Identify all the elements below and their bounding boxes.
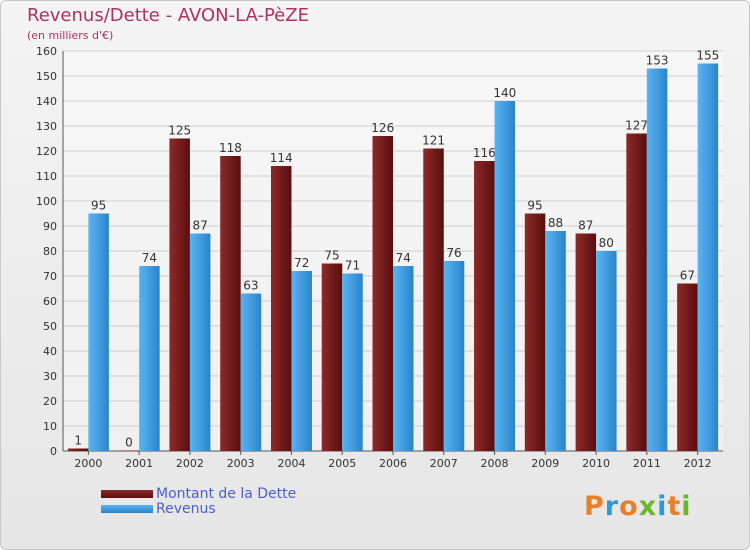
y-tick-label: 10 xyxy=(43,420,57,433)
logo-letter: t xyxy=(667,491,682,522)
bar-dette xyxy=(474,161,495,451)
data-label: 87 xyxy=(193,219,208,233)
logo-letter: i xyxy=(657,491,668,522)
x-tick-label: 2004 xyxy=(277,457,305,470)
bar-dette xyxy=(270,166,292,451)
data-label: 121 xyxy=(422,134,445,148)
bar-revenus xyxy=(596,251,617,451)
bar-dette xyxy=(677,283,698,451)
data-label: 72 xyxy=(294,256,309,270)
data-label: 74 xyxy=(396,251,411,265)
data-label: 76 xyxy=(446,246,461,260)
data-label: 153 xyxy=(646,54,669,68)
chart-title: Revenus/Dette - AVON-LA-PèZE xyxy=(27,5,309,26)
data-label: 0 xyxy=(125,436,133,450)
bar-revenus xyxy=(393,266,414,451)
data-label: 127 xyxy=(625,119,648,133)
x-tick-label: 2009 xyxy=(531,457,559,470)
y-tick-label: 20 xyxy=(43,395,57,408)
bar-revenus xyxy=(545,231,566,451)
y-tick-label: 80 xyxy=(43,245,57,258)
bar-dette xyxy=(524,213,546,451)
x-tick-label: 2008 xyxy=(481,457,509,470)
y-tick-label: 40 xyxy=(43,345,57,358)
bar-dette xyxy=(67,448,89,451)
bar-revenus xyxy=(697,63,719,451)
data-label: 67 xyxy=(680,269,695,283)
data-label: 116 xyxy=(473,146,496,160)
x-tick-label: 2006 xyxy=(379,457,407,470)
x-tick-label: 2002 xyxy=(176,457,204,470)
bar-dette xyxy=(626,133,647,451)
x-tick-label: 2010 xyxy=(582,457,610,470)
bar-revenus xyxy=(88,213,109,451)
bar-dette xyxy=(575,233,597,451)
y-tick-label: 90 xyxy=(43,220,57,233)
data-label: 71 xyxy=(345,259,360,273)
bar-dette xyxy=(220,156,241,451)
bar-revenus xyxy=(240,293,262,451)
y-tick-label: 130 xyxy=(36,120,57,133)
bar-revenus xyxy=(139,266,160,451)
logo-letter: P xyxy=(584,491,605,522)
y-tick-label: 70 xyxy=(43,270,57,283)
x-tick-label: 2001 xyxy=(125,457,153,470)
x-tick-label: 2007 xyxy=(430,457,458,470)
bar-dette xyxy=(423,148,444,451)
x-tick-label: 2003 xyxy=(227,457,255,470)
legend-label-revenus: Revenus xyxy=(156,501,216,517)
x-tick-label: 2011 xyxy=(633,457,661,470)
x-tick-label: 2000 xyxy=(74,457,102,470)
data-label: 118 xyxy=(219,141,242,155)
y-tick-label: 60 xyxy=(43,295,57,308)
y-tick-label: 100 xyxy=(36,195,57,208)
bar-dette xyxy=(372,136,393,451)
y-tick-label: 0 xyxy=(50,445,57,458)
logo-letter: x xyxy=(638,491,658,522)
y-tick-label: 50 xyxy=(43,320,57,333)
data-label: 126 xyxy=(371,121,394,135)
data-label: 88 xyxy=(548,216,563,230)
data-label: 95 xyxy=(91,199,106,213)
y-tick-label: 120 xyxy=(36,145,57,158)
bar-dette xyxy=(118,450,140,451)
data-label: 125 xyxy=(168,124,191,138)
legend-swatch-dette xyxy=(101,490,153,498)
data-label: 63 xyxy=(243,279,258,293)
data-label: 114 xyxy=(270,151,293,165)
data-label: 80 xyxy=(599,236,614,250)
data-label: 155 xyxy=(696,49,719,63)
y-tick-label: 160 xyxy=(36,45,57,58)
bar-revenus xyxy=(494,101,516,451)
bar-revenus xyxy=(342,273,363,451)
proxiti-logo: Proxiti xyxy=(584,491,692,522)
data-label: 95 xyxy=(527,199,542,213)
data-label: 75 xyxy=(324,249,339,263)
y-tick-label: 140 xyxy=(36,95,57,108)
chart-subtitle: (en milliers d'€) xyxy=(27,29,114,42)
x-tick-label: 2012 xyxy=(684,457,712,470)
y-tick-label: 30 xyxy=(43,370,57,383)
legend-swatch-revenus xyxy=(101,505,153,513)
bar-revenus xyxy=(646,68,668,451)
logo-letter: i xyxy=(681,491,692,522)
bar-dette xyxy=(321,263,343,451)
bar-revenus xyxy=(189,233,211,451)
legend-label-dette: Montant de la Dette xyxy=(156,486,297,502)
data-label: 74 xyxy=(142,251,157,265)
y-tick-label: 110 xyxy=(36,170,57,183)
logo-letter: o xyxy=(619,491,639,522)
data-label: 87 xyxy=(578,219,593,233)
data-label: 1 xyxy=(74,434,82,448)
bar-revenus xyxy=(443,261,465,451)
data-label: 140 xyxy=(493,86,516,100)
bar-dette xyxy=(169,138,190,451)
bar-revenus xyxy=(291,271,312,451)
x-tick-label: 2005 xyxy=(328,457,356,470)
logo-letter: r xyxy=(604,491,620,522)
y-tick-label: 150 xyxy=(36,70,57,83)
